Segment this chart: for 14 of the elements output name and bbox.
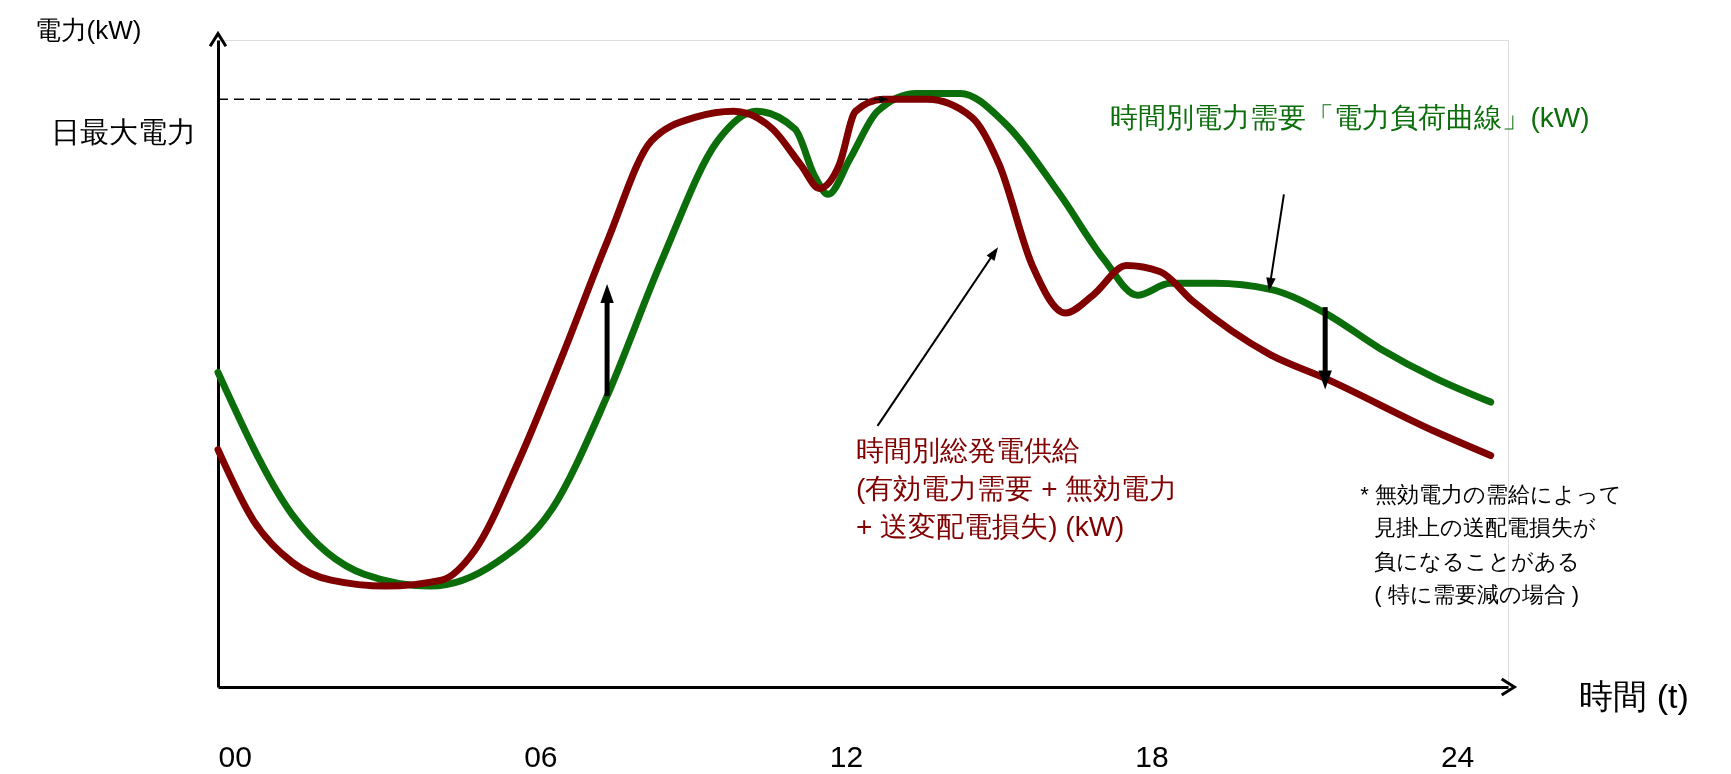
x-tick-label: 00	[218, 739, 252, 773]
x-tick-label: 06	[524, 739, 558, 773]
text: 時間別電力需要「電力負荷曲線」(kW)	[1110, 102, 1590, 134]
annotation: * 無効電力の需給によって	[1360, 482, 1622, 508]
text: 時間別総発電供給 (有効電力需要 + 無効電力 + 送変配電損失) (kW)	[856, 434, 1178, 542]
y-axis-title: 電力(kW)	[34, 15, 142, 45]
x-tick-label: 18	[1135, 739, 1169, 773]
annotation: ( 特に需要減の場合 )	[1374, 581, 1580, 607]
ref-line-label: 日最大電力	[51, 116, 196, 149]
x-tick-label: 24	[1440, 739, 1475, 773]
x-tick-label: 12	[829, 739, 864, 773]
annotation: 負になることがある	[1374, 548, 1581, 574]
x-axis-title: 時間 (t)	[1579, 677, 1689, 715]
annotation: 見掛上の送配電損失が	[1374, 515, 1597, 541]
